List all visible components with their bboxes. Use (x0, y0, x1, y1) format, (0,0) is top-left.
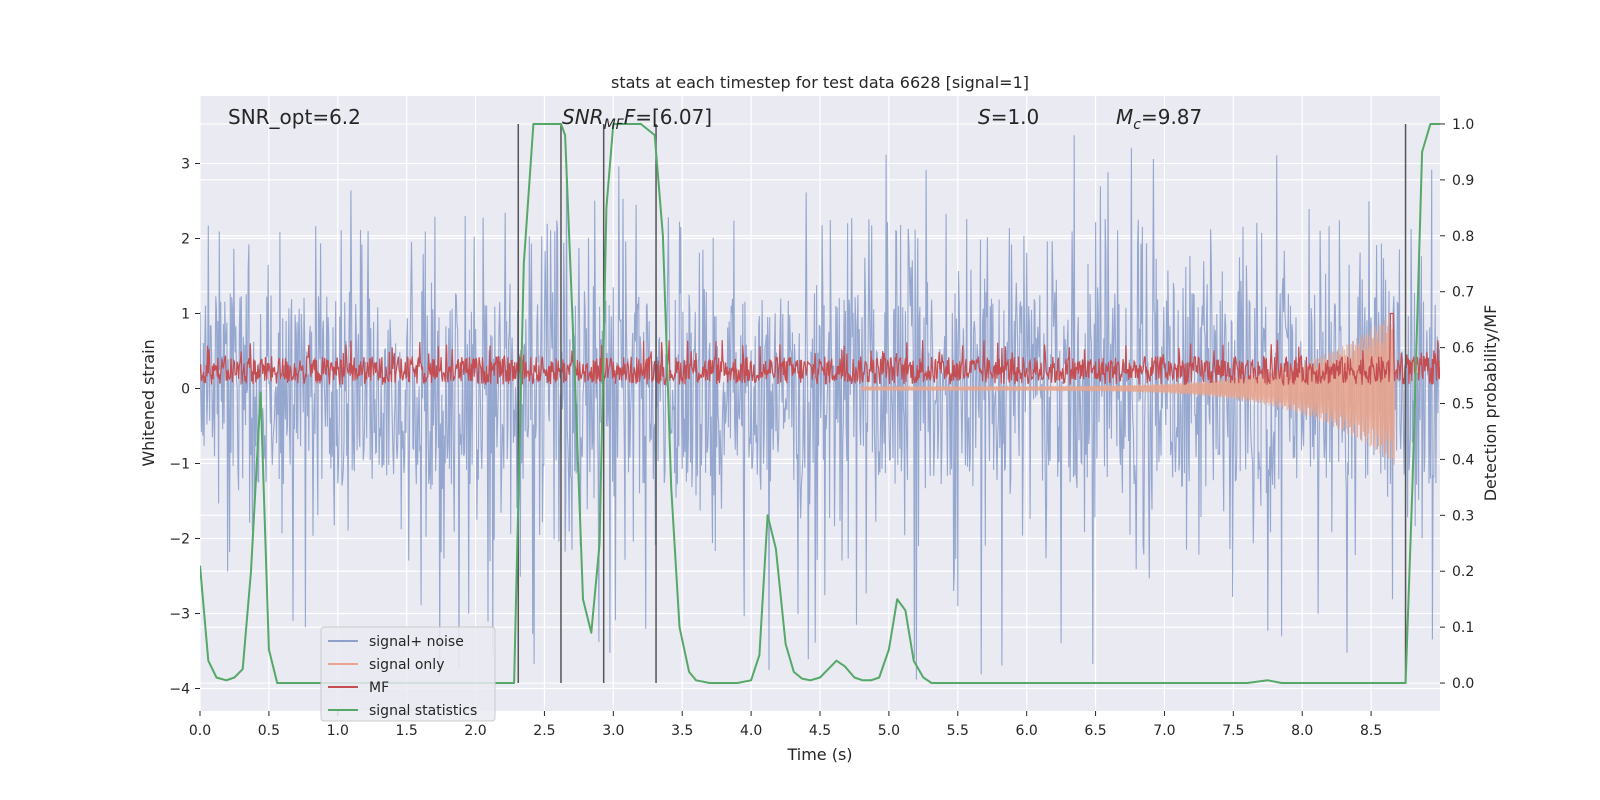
x-tick-label: 1.0 (327, 723, 349, 739)
y-tick-label: −3 (169, 607, 190, 623)
mf-line (200, 312, 1440, 387)
signal-statistics-series (200, 123, 1440, 684)
x-tick-label: 8.5 (1360, 723, 1382, 739)
x-tick-label: 2.0 (464, 723, 486, 739)
y2-tick-label: 0.9 (1452, 173, 1474, 189)
x-tick-label: 4.0 (740, 723, 762, 739)
y2-tick-label: 0.5 (1452, 397, 1474, 413)
x-tick-label: 5.0 (878, 723, 900, 739)
s-value: =1.0 (991, 105, 1040, 129)
y2-tick-label: 0.4 (1452, 452, 1474, 468)
y-tick-label: −2 (169, 532, 190, 548)
y2-tick-label: 0.0 (1452, 676, 1474, 692)
signal-statistics-line (200, 123, 1440, 684)
signal-only-series (860, 312, 1395, 465)
vertical-lines (517, 123, 1407, 684)
signal-noise-line (200, 135, 1440, 680)
x-tick-label: 2.5 (533, 723, 555, 739)
x-tick-label: 0.0 (189, 723, 211, 739)
y-tick-label: −1 (169, 457, 190, 473)
x-tick-label: 3.5 (671, 723, 693, 739)
s-symbol: S (978, 105, 991, 129)
x-tick-label: 7.5 (1222, 723, 1244, 739)
y2-tick-label: 0.2 (1452, 564, 1474, 580)
signal-noise-series (200, 135, 1440, 680)
s-annotation: S=1.0 (978, 105, 1039, 129)
chart-title: stats at each timestep for test data 662… (611, 73, 1029, 92)
y-tick-label: 1 (181, 307, 190, 323)
y-tick-label: 2 (181, 232, 190, 248)
x-tick-label: 7.0 (1153, 723, 1175, 739)
snr-mf-annotation: SNRMFF=[6.07] (562, 105, 712, 133)
snr-opt-annotation: SNR_opt=6.2 (228, 105, 361, 129)
signal-only-line (860, 312, 1395, 465)
legend: signal+ noise signal only MF signal stat… (320, 626, 496, 722)
mc-sub: c (1133, 117, 1141, 133)
grid (199, 96, 1440, 711)
x-tick-label: 4.5 (809, 723, 831, 739)
mc-value: =9.87 (1141, 105, 1202, 129)
snr-mf-f: F (624, 105, 636, 129)
x-tick-label: 3.0 (602, 723, 624, 739)
y2-tick-label: 1.0 (1452, 117, 1474, 133)
x-tick-label: 8.0 (1291, 723, 1313, 739)
y-tick-label: 3 (181, 157, 190, 173)
x-axis: 0.0 0.5 1.0 1.5 2.0 2.5 3.0 3.5 4.0 4.5 5.0 5.5 6.0 6… (189, 711, 1382, 739)
legend-label-mf: MF (369, 680, 389, 696)
legend-label-signal: signal only (369, 657, 444, 673)
mc-annotation: Mc=9.87 (1116, 105, 1202, 133)
y-axis-left: −4 −3 −2 −1 0 1 2 3 (169, 157, 200, 698)
y2-tick-label: 0.1 (1452, 620, 1474, 636)
y2-tick-label: 0.6 (1452, 341, 1474, 357)
x-tick-label: 6.0 (1016, 723, 1038, 739)
snr-mf-main: SNR (562, 105, 604, 129)
legend-label-noise: signal+ noise (369, 634, 464, 650)
legend-label-stat: signal statistics (369, 703, 477, 719)
snr-mf-value: =[6.07] (635, 105, 712, 129)
snr-mf-sub: MF (604, 117, 625, 133)
y-axis-label: Whitened strain (139, 339, 158, 466)
legend-box (320, 626, 496, 722)
y2-axis-label: Detection probability/MF (1481, 305, 1500, 502)
x-tick-label: 5.5 (947, 723, 969, 739)
y2-tick-label: 0.8 (1452, 229, 1474, 245)
x-tick-label: 1.5 (396, 723, 418, 739)
x-axis-label: Time (s) (786, 745, 852, 764)
y-tick-label: 0 (181, 382, 190, 398)
y2-tick-label: 0.3 (1452, 508, 1474, 524)
y2-tick-label: 0.7 (1452, 285, 1474, 301)
mf-series (200, 312, 1440, 387)
x-tick-label: 0.5 (258, 723, 280, 739)
y-tick-label: −4 (169, 682, 190, 698)
y-axis-right: 0.0 0.1 0.2 0.3 0.4 0.5 0.6 0.7 0.8 0.9 1.0 (1440, 117, 1474, 692)
x-tick-label: 6.5 (1084, 723, 1106, 739)
mc-main: M (1116, 105, 1133, 129)
